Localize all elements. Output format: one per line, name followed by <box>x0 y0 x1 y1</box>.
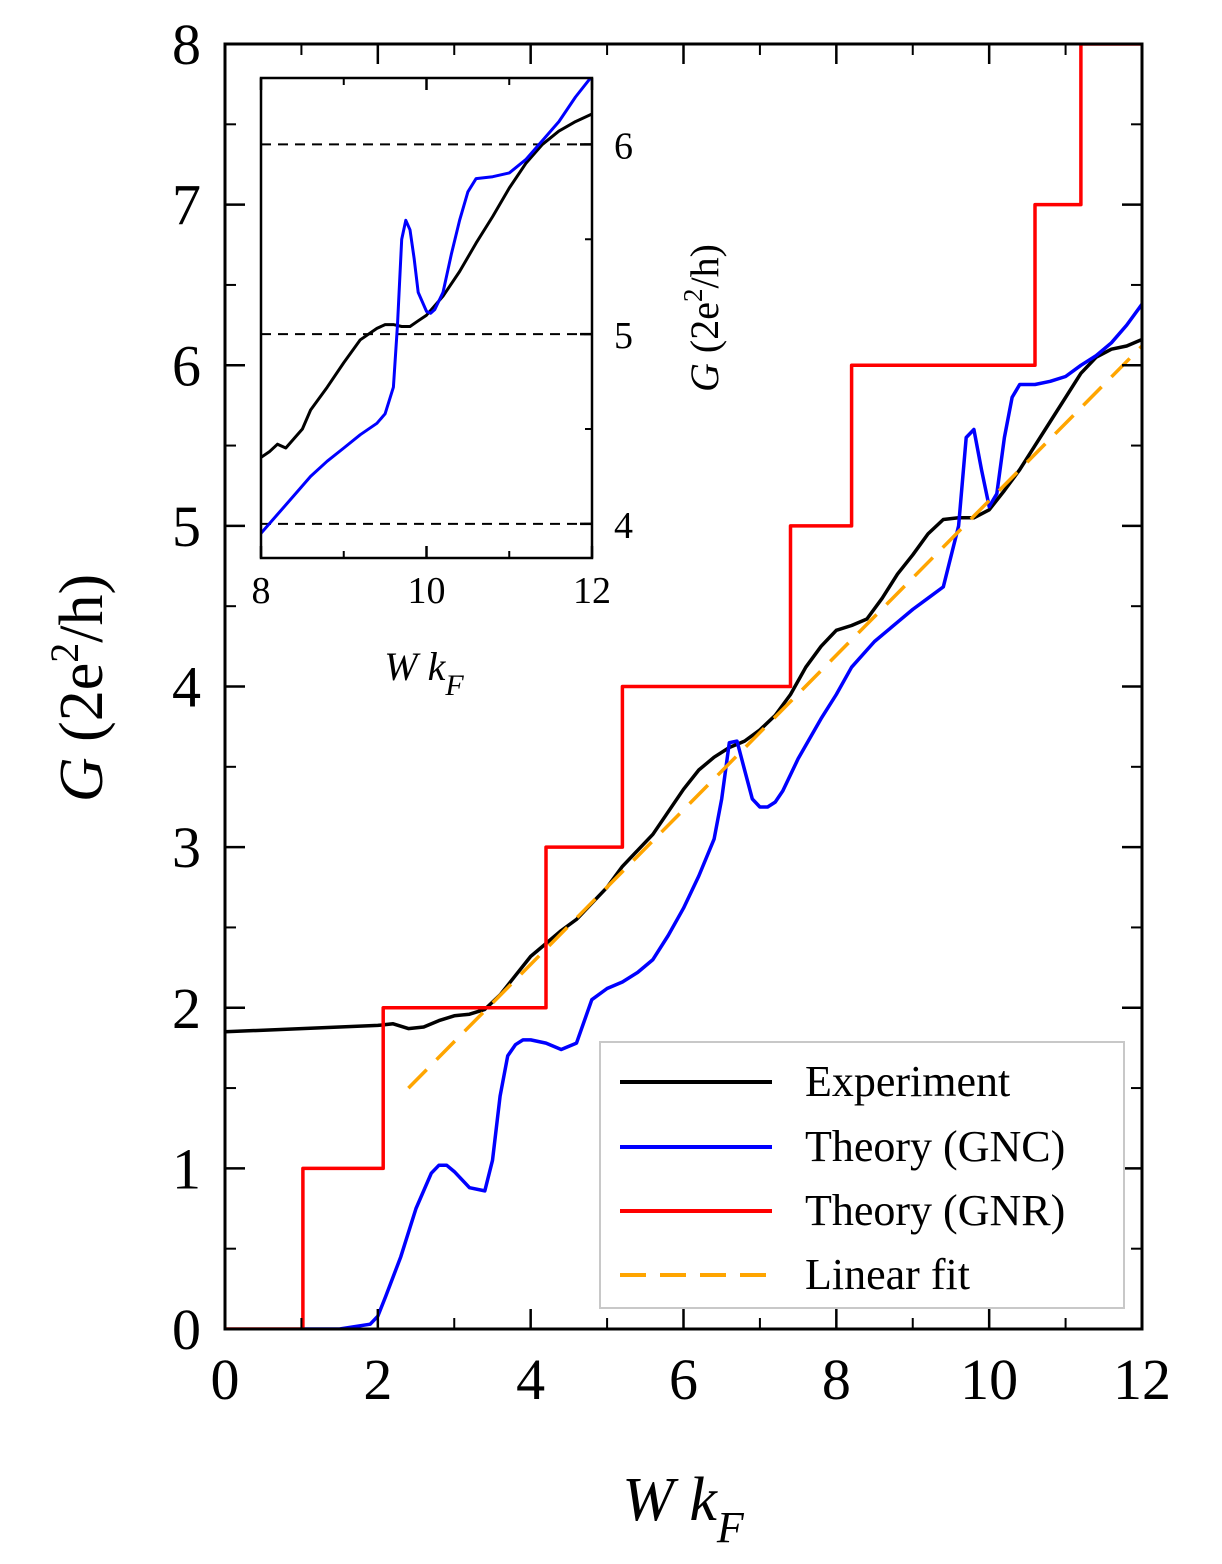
main-x-tick-label: 2 <box>363 1347 392 1412</box>
inset-y-axis-label-close: /h) <box>682 244 727 288</box>
main-y-axis-label-close: /h) <box>48 574 116 643</box>
legend-box <box>599 1041 1125 1309</box>
main-y-axis-label-var: G <box>48 757 116 802</box>
inset-y-tick-label: 5 <box>614 315 633 357</box>
inset-x-axis-label-sub: F <box>444 669 464 702</box>
main-x-tick-label: 4 <box>516 1347 545 1412</box>
inset-y-axis-label-sup: 2 <box>678 288 708 302</box>
inset-series-theory-gnc <box>261 78 592 535</box>
inset-x-axis-label: W kF <box>384 644 464 702</box>
main-series-theory-gnc <box>301 303 1142 1329</box>
legend: Experiment Theory (GNC) Theory (GNR) Lin… <box>599 1041 1125 1309</box>
legend-item-theory-gnc: Theory (GNC) <box>620 1122 1065 1171</box>
main-y-tick-label: 8 <box>172 12 201 77</box>
legend-item-linear-fit: Linear fit <box>620 1250 970 1299</box>
main-x-axis-label-sub: F <box>716 1503 745 1552</box>
main-y-tick-label: 0 <box>172 1297 201 1362</box>
main-y-tick-label: 3 <box>172 815 201 880</box>
main-y-tick-label: 5 <box>172 494 201 559</box>
main-y-axis-label: G (2e2/h) <box>42 574 116 802</box>
inset-x-tick-label: 12 <box>573 570 611 612</box>
main-y-tick-label: 7 <box>172 173 201 238</box>
legend-item-experiment: Experiment <box>620 1057 1010 1106</box>
inset-plot-lines <box>261 78 592 535</box>
main-x-axis-label: W kF <box>622 1466 745 1552</box>
main-y-tick-label: 1 <box>172 1136 201 1201</box>
main-y-axis-label-open: (2e <box>48 663 116 758</box>
inset-x-tick-label: 8 <box>252 570 271 612</box>
inset-x-tick-label: 10 <box>408 570 446 612</box>
inset-y-tick-label: 4 <box>614 505 633 547</box>
main-x-axis-label-var: W k <box>622 1466 718 1534</box>
main-x-tick-label: 12 <box>1113 1347 1171 1412</box>
inset-y-tick-label: 6 <box>614 125 633 167</box>
legend-label-theory-gnc: Theory (GNC) <box>805 1122 1065 1171</box>
main-y-tick-label: 4 <box>172 655 201 720</box>
inset-y-axis-label-open: (2e <box>682 302 727 363</box>
main-series-linear-fit <box>407 344 1142 1090</box>
inset-y-axis-label-var: G <box>682 363 727 392</box>
inset-background <box>261 78 592 558</box>
main-x-tick-label: 0 <box>211 1347 240 1412</box>
main-plot-lines <box>225 44 1142 1329</box>
inset-series-experiment <box>261 112 592 459</box>
inset-chart: 8 10 124 5 6 W kF G (2e2/h) <box>252 76 727 702</box>
main-y-tick-label: 6 <box>172 333 201 398</box>
main-x-tick-label: 10 <box>960 1347 1018 1412</box>
legend-label-experiment: Experiment <box>805 1057 1010 1106</box>
main-x-tick-label: 6 <box>669 1347 698 1412</box>
main-y-axis-label-sup: 2 <box>42 643 87 663</box>
inset-y-axis-label: G (2e2/h) <box>678 244 727 392</box>
legend-item-theory-gnr: Theory (GNR) <box>620 1186 1065 1235</box>
main-y-tick-label: 2 <box>172 976 201 1041</box>
main-x-tick-label: 8 <box>822 1347 851 1412</box>
legend-label-linear-fit: Linear fit <box>805 1250 970 1299</box>
main-series-theory-gnr <box>225 44 1142 1329</box>
inset-x-axis-label-var: W k <box>384 644 446 689</box>
legend-label-theory-gnr: Theory (GNR) <box>805 1186 1065 1235</box>
inset-ticks: 8 10 124 5 6 <box>252 78 633 612</box>
